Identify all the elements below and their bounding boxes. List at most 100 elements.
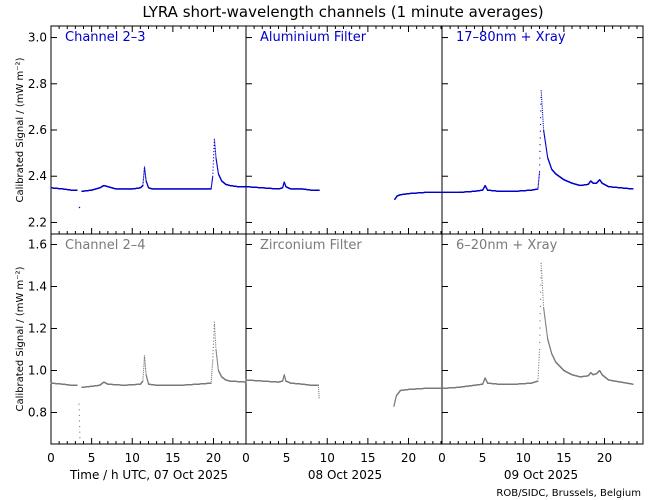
data-point (210, 188, 212, 190)
data-point (537, 188, 539, 190)
data-point (212, 353, 214, 355)
data-point (145, 179, 147, 181)
data-point (538, 175, 540, 177)
data-point (214, 335, 216, 337)
data-point (216, 361, 219, 363)
data-point (545, 148, 548, 151)
data-layer: Channel 2–3 Aluminium Filter 17–80nm + Xra… (50, 30, 634, 439)
data-point (143, 175, 145, 177)
data-point (540, 90, 542, 92)
data-point (539, 157, 541, 159)
data-point (546, 155, 548, 157)
data-point (212, 350, 214, 352)
data-point (216, 167, 219, 169)
data-point (539, 164, 541, 166)
data-point (539, 137, 541, 139)
data-point (537, 186, 539, 189)
data-point (142, 177, 145, 179)
data-point (545, 147, 547, 150)
data-point (211, 367, 213, 369)
data-series (394, 191, 442, 200)
data-point (545, 144, 547, 146)
data-point (318, 189, 320, 191)
data-point (546, 156, 549, 158)
data-series (50, 382, 78, 386)
data-point (216, 161, 218, 163)
data-point (545, 145, 547, 147)
data-point (214, 147, 216, 150)
data-point (211, 372, 213, 375)
data-point (78, 420, 81, 422)
data-point (144, 171, 146, 173)
data-point (544, 142, 547, 144)
data-point (542, 118, 544, 120)
data-point (76, 384, 78, 386)
data-point (143, 365, 145, 367)
data-point (213, 151, 215, 153)
data-point (210, 376, 213, 378)
data-point (210, 185, 213, 187)
data-point (145, 178, 147, 180)
panel-label: Channel 2–3 (65, 30, 146, 45)
data-point (539, 130, 541, 132)
data-point (144, 358, 146, 360)
data-point (217, 172, 219, 174)
data-point (212, 169, 214, 171)
data-point (211, 374, 213, 376)
data-point (215, 349, 217, 351)
data-point (541, 101, 543, 103)
data-point (216, 166, 218, 168)
data-series (81, 321, 247, 388)
data-point (213, 334, 215, 336)
data-point (216, 354, 218, 356)
data-point (212, 346, 214, 348)
data-point (543, 132, 545, 134)
data-point (215, 351, 217, 353)
data-point (217, 169, 219, 171)
data-point (216, 357, 218, 359)
data-point (142, 184, 144, 187)
data-point (440, 191, 442, 193)
data-series (78, 206, 81, 209)
data-point (217, 364, 219, 366)
data-point (541, 112, 544, 114)
data-point (540, 103, 542, 105)
data-point (143, 169, 145, 171)
data-point (217, 367, 219, 369)
data-point (543, 129, 545, 131)
data-point (539, 171, 541, 173)
data-point (143, 359, 145, 361)
data-point (215, 350, 217, 352)
data-point (210, 186, 212, 188)
plot-frame (50, 25, 644, 445)
data-point (211, 184, 213, 186)
data-point (144, 172, 146, 174)
data-point (144, 364, 146, 366)
data-point (216, 164, 218, 166)
data-point (143, 171, 145, 173)
data-point (541, 109, 543, 111)
data-point (215, 342, 217, 344)
data-series (245, 181, 320, 191)
data-point (212, 163, 214, 165)
data-point (215, 159, 217, 162)
data-point (144, 360, 146, 362)
data-point (215, 352, 217, 354)
data-point (537, 182, 540, 184)
data-point (142, 372, 144, 374)
data-point (143, 361, 145, 363)
data-point (143, 363, 145, 365)
data-point (214, 337, 216, 339)
data-point (145, 371, 147, 373)
data-point (544, 138, 546, 140)
data-point (211, 371, 213, 373)
data-point (538, 176, 540, 178)
data-point (539, 123, 542, 126)
data-point (215, 152, 217, 154)
data-point (216, 356, 218, 358)
data-point (142, 374, 144, 376)
panel-label: Aluminium Filter (260, 30, 367, 45)
data-point (212, 361, 214, 363)
data-point (142, 178, 144, 180)
data-point (145, 175, 147, 177)
